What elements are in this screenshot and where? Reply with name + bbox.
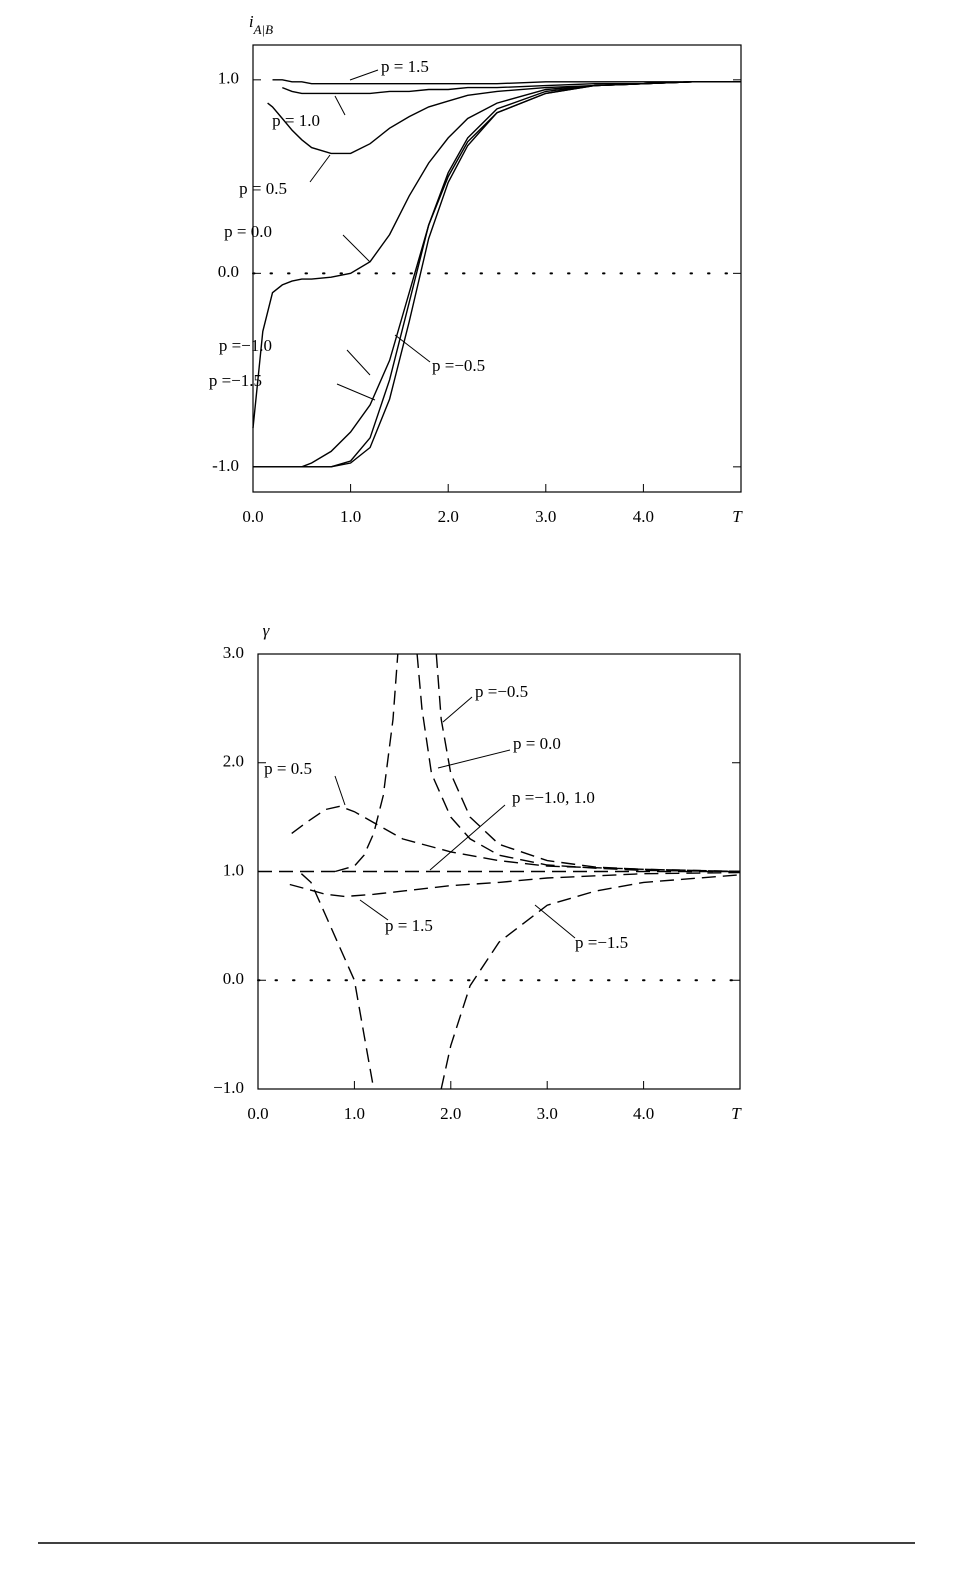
- series-line: [253, 81, 741, 468]
- series-line: [300, 873, 741, 1090]
- x-tick-label: 0.0: [247, 1104, 268, 1123]
- series-line: [253, 81, 741, 468]
- leader-line: [309, 154, 331, 183]
- y-tick-label: -1.0: [212, 456, 239, 475]
- series-line: [267, 81, 741, 155]
- series-line: [334, 653, 741, 873]
- x-axis-label: T: [732, 507, 743, 526]
- series-annotation: p =−1.0: [219, 336, 272, 355]
- y-axis-label: iA|B: [249, 12, 273, 37]
- leader-line: [346, 349, 371, 376]
- series-annotation: p = 1.5: [385, 916, 433, 935]
- x-tick-label: 4.0: [633, 1104, 654, 1123]
- leader-line: [359, 899, 389, 921]
- y-tick-label: 0.0: [218, 262, 239, 281]
- series-annotation: p =−1.0, 1.0: [512, 788, 595, 807]
- x-axis-label: T: [731, 1104, 742, 1123]
- leader-line: [349, 69, 379, 81]
- y-tick-label: 1.0: [223, 860, 244, 879]
- leader-line: [336, 383, 376, 401]
- series-line: [435, 653, 741, 873]
- leader-line: [334, 775, 346, 806]
- leader-line: [429, 804, 506, 871]
- series-annotation: p = 0.0: [513, 734, 561, 753]
- plot-frame: [252, 44, 742, 493]
- series-annotation: p = 0.5: [239, 179, 287, 198]
- series-line: [282, 81, 741, 95]
- y-axis-label: γ: [263, 621, 271, 640]
- y-tick-label: 2.0: [223, 752, 244, 771]
- x-tick-label: 3.0: [537, 1104, 558, 1123]
- leader-line: [442, 696, 473, 723]
- series-line: [272, 79, 741, 85]
- x-tick-label: 2.0: [438, 507, 459, 526]
- series-annotation: p = 0.5: [264, 759, 312, 778]
- series-line: [291, 805, 741, 873]
- x-tick-label: 2.0: [440, 1104, 461, 1123]
- series-line: [252, 81, 741, 429]
- series-annotation: p =−1.5: [575, 933, 628, 952]
- leader-line: [437, 749, 511, 769]
- x-tick-label: 0.0: [242, 507, 263, 526]
- series-annotation: p =−0.5: [475, 682, 528, 701]
- y-tick-label: 3.0: [223, 643, 244, 662]
- series-annotation: p =−0.5: [432, 356, 485, 375]
- series-line: [289, 871, 741, 898]
- leader-line: [342, 234, 371, 263]
- y-axis-label-main: γ: [263, 621, 271, 640]
- x-tick-label: 1.0: [344, 1104, 365, 1123]
- y-tick-label: 1.0: [218, 69, 239, 88]
- y-tick-label: −1.0: [213, 1078, 244, 1097]
- series-annotation: p =−1.5: [209, 371, 262, 390]
- series-line: [301, 81, 741, 468]
- y-axis-label-sub: A|B: [253, 22, 274, 37]
- x-tick-label: 3.0: [535, 507, 556, 526]
- leader-line: [394, 334, 431, 363]
- leader-line: [334, 95, 346, 116]
- x-tick-label: 1.0: [340, 507, 361, 526]
- series-annotation: p = 1.5: [381, 57, 429, 76]
- leader-line: [534, 904, 576, 939]
- x-tick-label: 4.0: [633, 507, 654, 526]
- series-annotation: p = 1.0: [272, 111, 320, 130]
- series-annotation: p = 0.0: [224, 222, 272, 241]
- y-tick-label: 0.0: [223, 969, 244, 988]
- y-axis-label-main: i: [249, 12, 254, 31]
